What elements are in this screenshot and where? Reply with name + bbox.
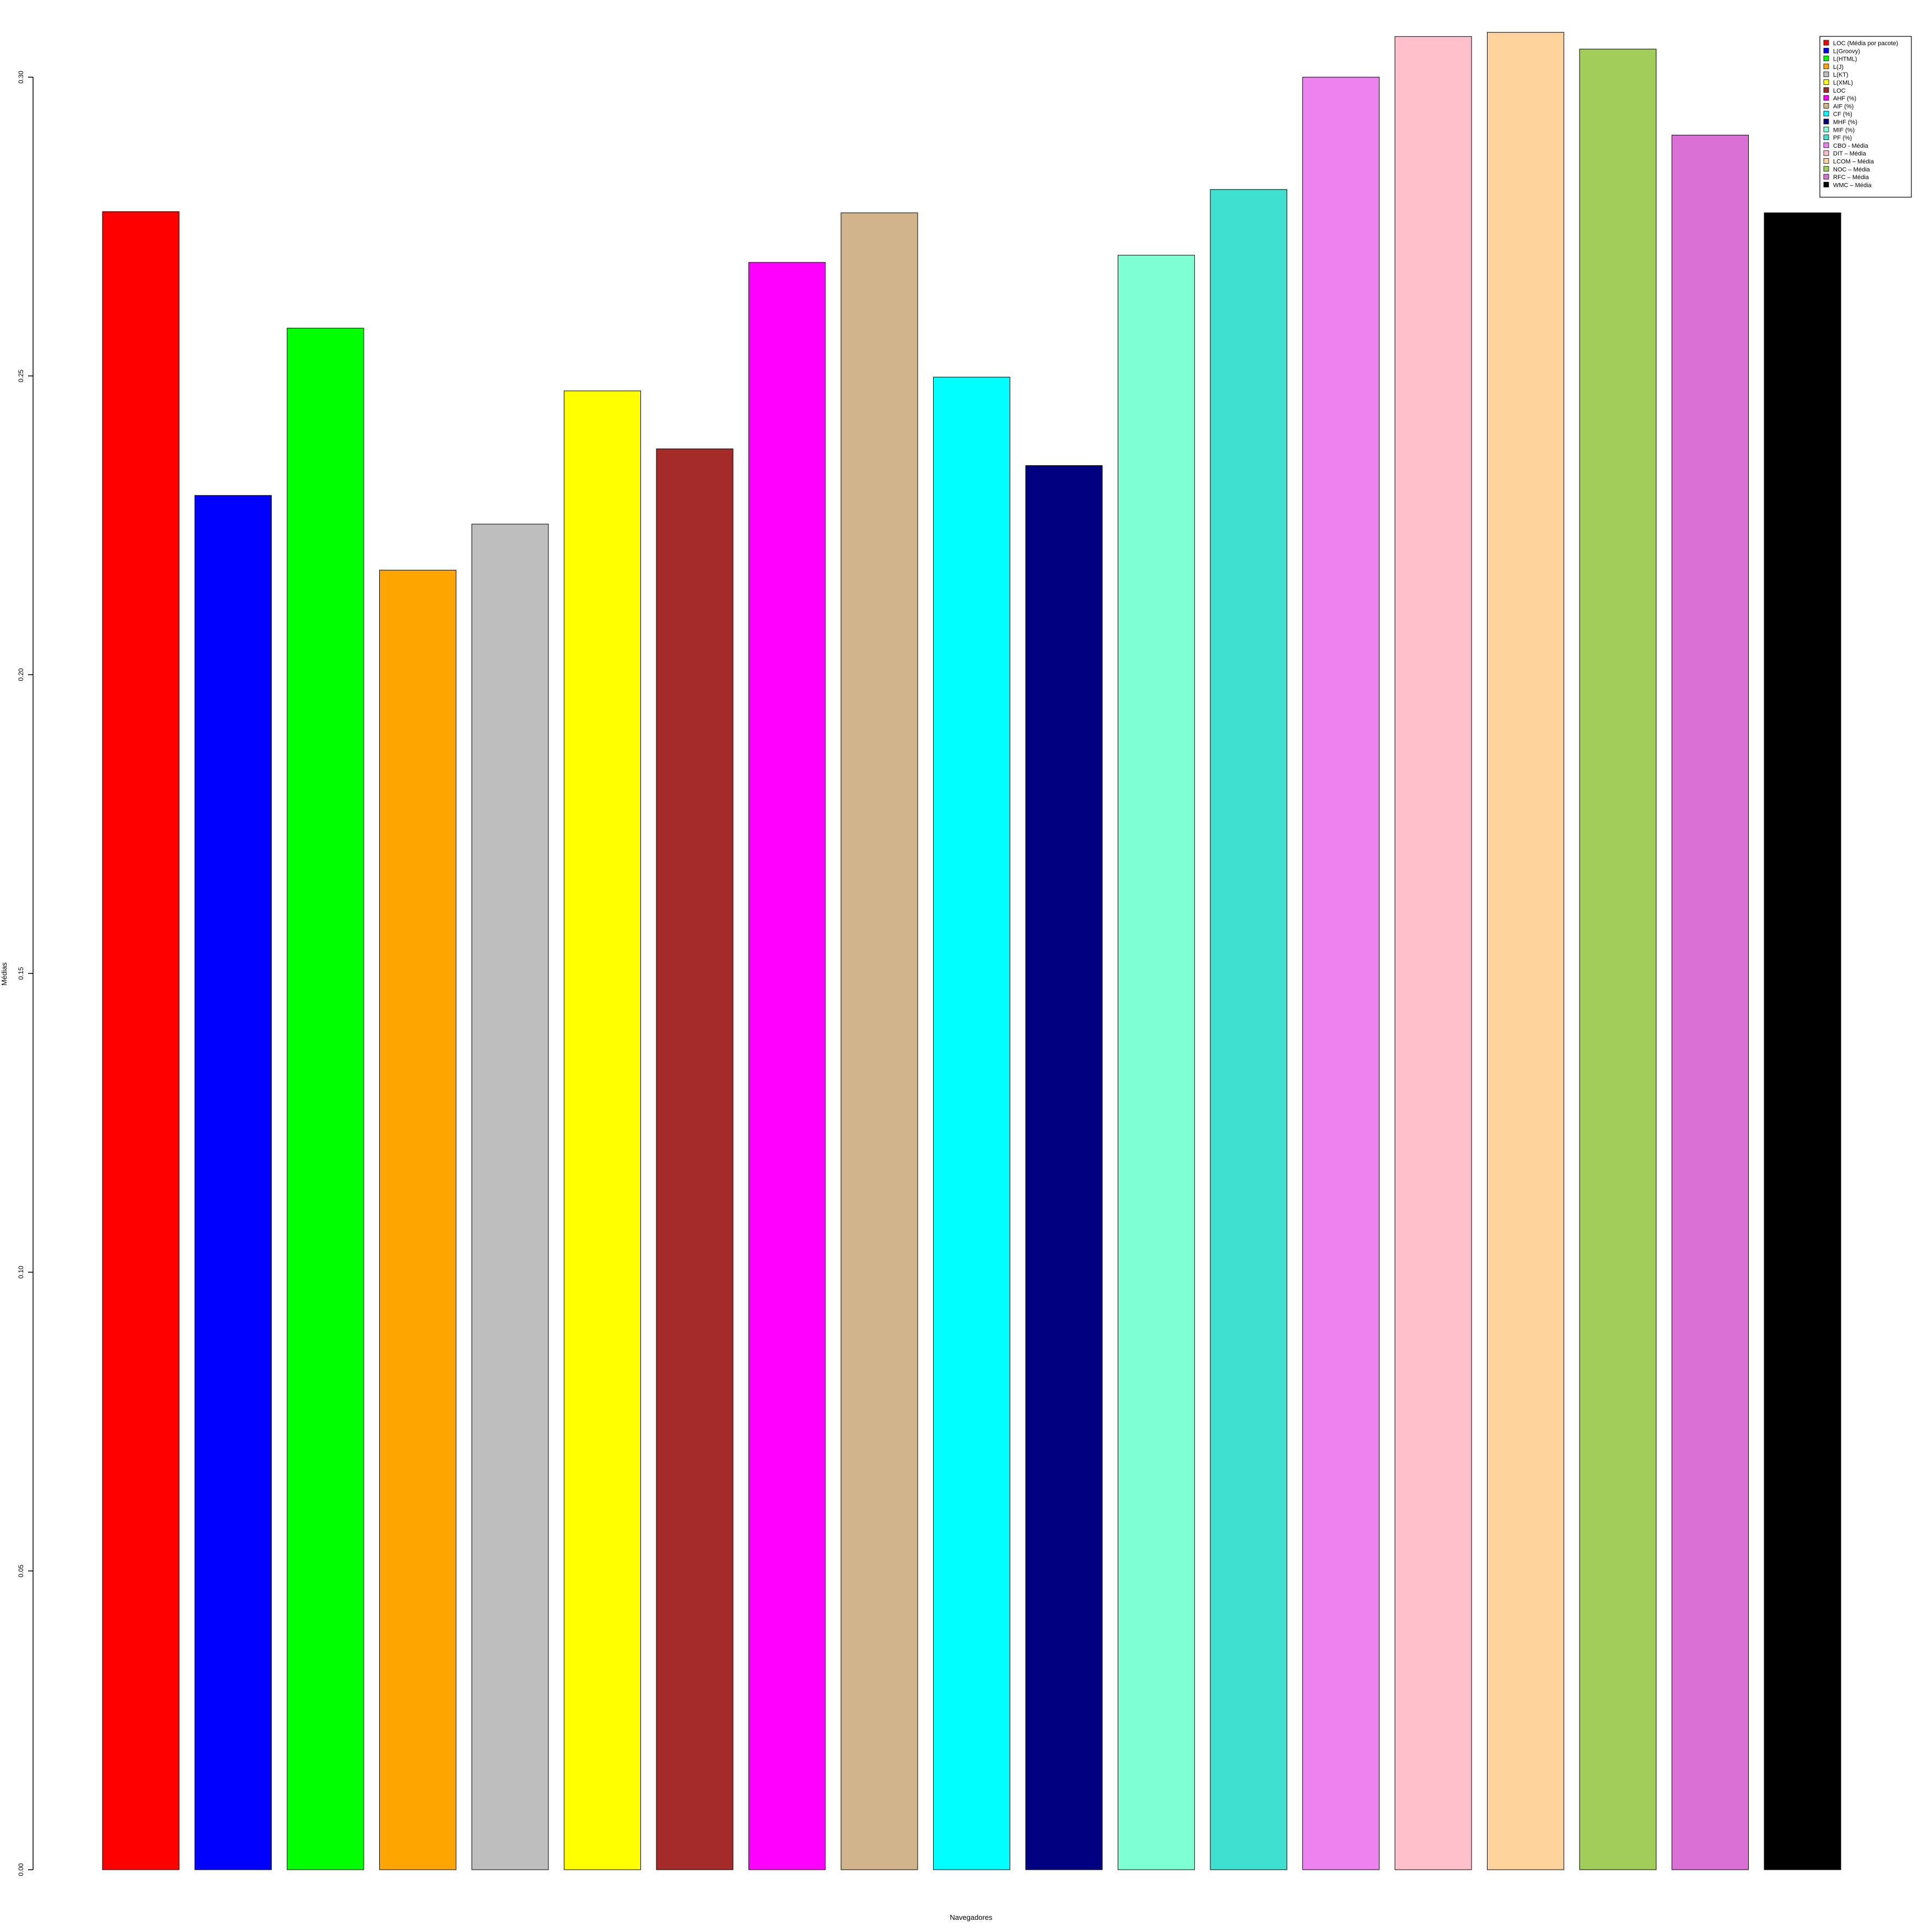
legend-entry: MIF (%): [1833, 127, 1855, 133]
y-axis: 0.00 0.05 0.10 0.15 0.20 0.25 0.30: [17, 71, 34, 1876]
legend-entry: DIT – Média: [1833, 150, 1867, 157]
bar: [748, 262, 826, 1870]
y-tick-label: 0.10: [17, 1266, 25, 1279]
bars: [102, 32, 1841, 1870]
bar: [471, 524, 549, 1870]
bar: [195, 495, 272, 1870]
legend-entry: LCOM – Média: [1833, 159, 1874, 165]
legend-swatch: [1823, 79, 1829, 85]
legend-swatch: [1823, 134, 1829, 141]
legend-entry: L(KT): [1833, 72, 1849, 78]
bar: [656, 448, 734, 1870]
legend-entry: RFC – Média: [1833, 174, 1869, 181]
bar: [933, 376, 1010, 1870]
bar: [840, 212, 918, 1870]
legend-entry: WMC – Média: [1833, 182, 1872, 189]
legend-entry: AHF (%): [1833, 95, 1856, 102]
legend-entry: L(HTML): [1833, 56, 1857, 63]
legend-box: [1819, 36, 1912, 198]
bar: [1210, 189, 1287, 1870]
legend-swatch: [1823, 87, 1829, 93]
legend-swatch: [1823, 181, 1829, 187]
legend-entry: L(XML): [1833, 80, 1853, 87]
legend-entry: MHF (%): [1833, 119, 1857, 126]
y-tick-label: 0.15: [17, 967, 25, 980]
legend-entry: AIF (%): [1833, 103, 1853, 110]
legend-swatch: [1823, 71, 1829, 77]
legend-entry: L(Groovy): [1833, 48, 1860, 55]
legend-swatch: [1823, 95, 1829, 101]
legend-swatch: [1823, 47, 1829, 53]
legend: LOC (Média por pacote)L(Groovy)L(HTML)L(…: [1819, 36, 1912, 198]
bar: [1579, 49, 1657, 1870]
legend-entry: L(J): [1833, 64, 1844, 71]
bar: [1487, 32, 1564, 1870]
y-tick-label: 0.30: [17, 71, 25, 84]
legend-swatch: [1823, 150, 1829, 156]
legend-swatch: [1823, 126, 1829, 132]
bar: [379, 569, 456, 1870]
bar: [1394, 36, 1472, 1870]
bar: [1118, 255, 1195, 1870]
y-tick-label: 0.00: [17, 1863, 25, 1876]
legend-swatch: [1823, 142, 1829, 148]
legend-swatch: [1823, 40, 1829, 46]
legend-swatch: [1823, 174, 1829, 180]
legend-entry: CF (%): [1833, 111, 1852, 118]
bar: [1672, 134, 1749, 1870]
legend-entry: NOC – Média: [1833, 166, 1871, 173]
bar: [564, 390, 641, 1870]
x-axis-label: Navegadores: [950, 1913, 993, 1922]
legend-entry: LOC (Média por pacote): [1833, 40, 1898, 47]
y-tick-label: 0.20: [17, 668, 25, 681]
legend-swatch: [1823, 158, 1829, 164]
legend-swatch: [1823, 56, 1829, 61]
y-axis-label: Médias: [0, 962, 8, 986]
legend-entry: PF (%): [1833, 135, 1852, 142]
bar: [287, 327, 364, 1870]
legend-entry: CBO - Média: [1833, 143, 1868, 149]
bar: [1764, 212, 1841, 1870]
legend-swatch: [1823, 103, 1829, 109]
bar: [1302, 77, 1380, 1870]
y-tick-label: 0.25: [17, 369, 25, 383]
bar: [1025, 465, 1103, 1870]
legend-swatch: [1823, 119, 1829, 125]
bar: [102, 211, 180, 1870]
legend-entry: LOC: [1833, 88, 1846, 94]
legend-swatch: [1823, 111, 1829, 117]
legend-swatch: [1823, 63, 1829, 69]
y-tick-label: 0.05: [17, 1564, 25, 1578]
legend-swatch: [1823, 166, 1829, 172]
